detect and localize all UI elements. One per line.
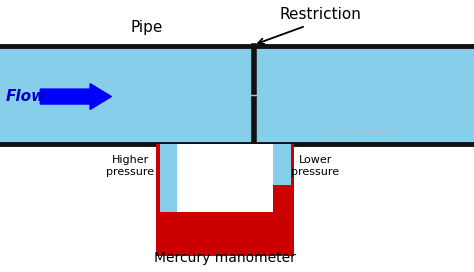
- Text: Lower
pressure: Lower pressure: [291, 155, 339, 177]
- Bar: [273, 185, 291, 251]
- Text: Higher
pressure: Higher pressure: [106, 155, 155, 177]
- Bar: [0, 46, 474, 144]
- Bar: [273, 144, 291, 251]
- Bar: [270, 144, 294, 256]
- FancyArrow shape: [40, 84, 111, 109]
- Text: Mercury manometer: Mercury manometer: [154, 251, 296, 265]
- Bar: [177, 144, 273, 251]
- Text: Flow: Flow: [6, 89, 46, 104]
- Text: instrumentationtools.com: instrumentationtools.com: [329, 129, 401, 134]
- Bar: [177, 212, 273, 251]
- Bar: [160, 144, 177, 251]
- Bar: [273, 144, 291, 185]
- Bar: [156, 249, 294, 256]
- Bar: [156, 144, 181, 256]
- Text: Pipe: Pipe: [131, 20, 163, 35]
- Bar: [160, 212, 177, 251]
- Bar: [160, 144, 177, 212]
- Text: Restriction: Restriction: [279, 7, 361, 23]
